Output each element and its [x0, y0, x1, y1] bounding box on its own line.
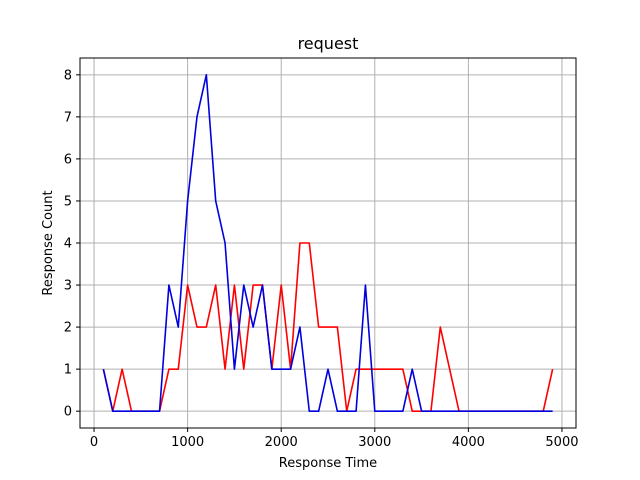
x-axis-label: Response Time	[279, 456, 377, 471]
y-tick-label: 0	[64, 405, 72, 420]
series-group	[102, 74, 554, 412]
x-tick-label: 3000	[358, 435, 391, 450]
y-tick-label: 6	[64, 152, 72, 167]
x-tick-label: 5000	[545, 435, 578, 450]
y-tick-label: 8	[64, 68, 72, 83]
x-tick-label: 4000	[452, 435, 485, 450]
y-tick-label: 5	[64, 194, 72, 209]
y-tick-label: 7	[64, 110, 72, 125]
series-line-blue	[102, 74, 553, 412]
x-tick-label: 0	[90, 435, 98, 450]
x-tick-label: 2000	[265, 435, 298, 450]
y-axis-label: Response Count	[41, 190, 56, 295]
y-tick-label: 2	[64, 321, 72, 336]
ticks: 0 1000 2000 3000 4000 5000 0 1 2 3 4 5 6 7 8	[64, 68, 579, 450]
y-tick-label: 3	[64, 279, 72, 294]
x-tick-label: 1000	[171, 435, 204, 450]
y-tick-label: 4	[64, 237, 72, 252]
chart-title: request	[298, 34, 359, 53]
y-tick-label: 1	[64, 363, 72, 378]
